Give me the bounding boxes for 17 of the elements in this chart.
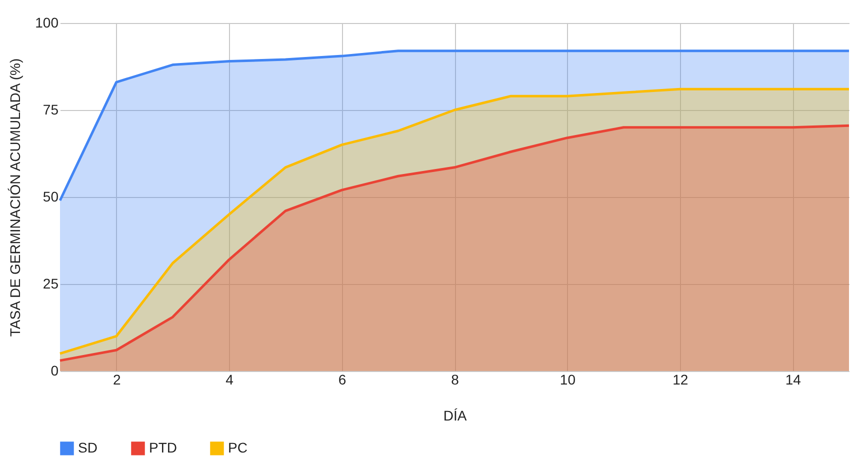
x-tick-label: 10 [560,372,576,388]
x-tick-label: 4 [226,372,234,388]
y-tick-label: 50 [42,188,59,204]
y-tick-label: 75 [42,102,59,118]
y-tick-label: 100 [35,14,59,30]
legend-label: SD [78,439,98,456]
legend-label: PC [228,439,248,456]
x-tick-label: 2 [112,372,121,388]
x-tick-label: 6 [338,372,346,388]
y-tick-label: 25 [42,276,59,292]
y-tick-label: 0 [50,362,59,378]
legend-label: PTD [149,439,177,456]
x-tick-label: 12 [672,372,688,388]
x-tick-label: 14 [785,372,802,388]
x-tick-label: 8 [451,372,460,388]
x-axis-title: DÍA [443,408,468,424]
y-axis-title: TASA DE GERMINACIÓN ACUMULADA (%) [7,58,24,337]
